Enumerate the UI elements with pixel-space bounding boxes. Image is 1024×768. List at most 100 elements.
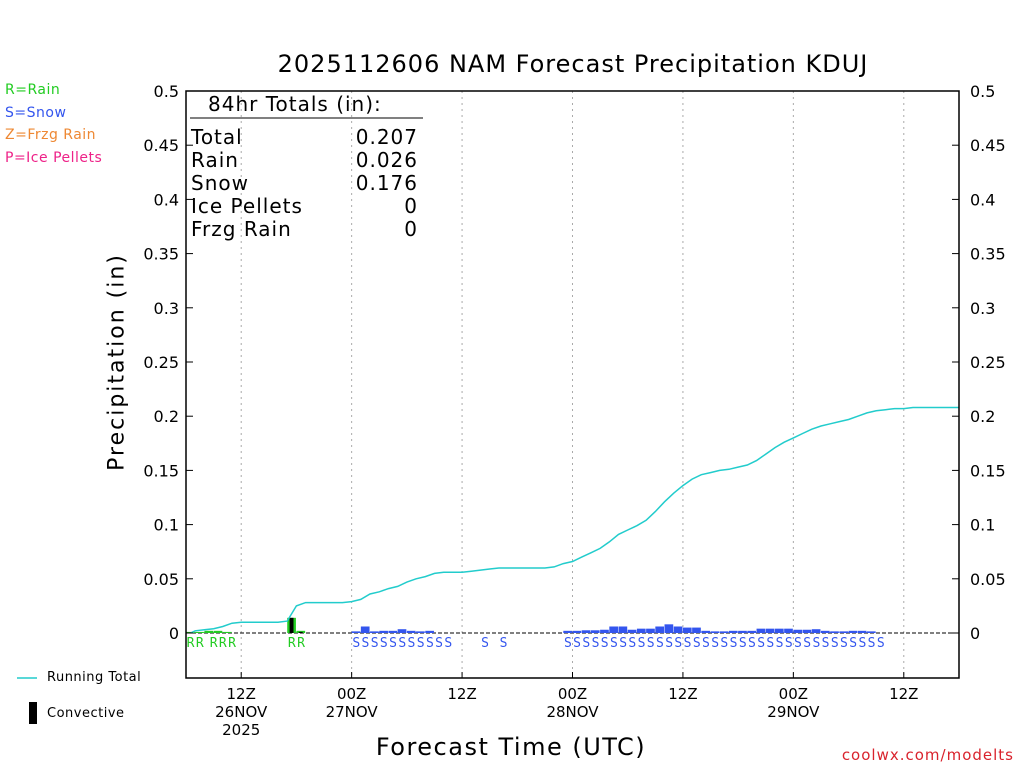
x-axis-label: Forecast Time (UTC) (375, 733, 647, 761)
precip-bar (811, 629, 821, 633)
y-tick-label-right: 0.5 (970, 82, 995, 101)
y-tick-label-left: 0.45 (143, 136, 179, 155)
precip-bar (213, 630, 223, 633)
precip-bar (618, 626, 628, 633)
convective-key-swatch (29, 702, 37, 724)
y-tick-label-right: 0.2 (970, 407, 995, 426)
precip-bar (701, 630, 711, 633)
precip-bar (195, 631, 204, 633)
y-tick-label-left: 0.05 (143, 570, 179, 589)
precip-bar (379, 630, 388, 633)
totals-value: 0.026 (356, 148, 418, 172)
bars (186, 617, 876, 633)
totals-label: Ice Pellets (191, 194, 303, 218)
chart-title: 2025112606 NAM Forecast Precipitation KD… (277, 50, 869, 78)
snow-type-mark: S (739, 636, 747, 651)
snow-type-mark: S (371, 636, 379, 651)
snow-type-mark: S (628, 636, 636, 651)
snow-type-mark: S (647, 636, 655, 651)
snow-type-mark: S (564, 636, 572, 651)
totals-value: 0.207 (356, 125, 418, 149)
precip-bar (655, 626, 665, 633)
snow-type-mark: S (417, 636, 425, 651)
y-tick-label-right: 0.1 (970, 516, 995, 535)
snow-type-mark: S (776, 636, 784, 651)
legend-snow: S=Snow (5, 105, 67, 121)
precip-bar (581, 630, 591, 633)
x-tick-label: 2025 (222, 721, 260, 739)
snow-type-mark: S (601, 636, 609, 651)
y-tick-label-right: 0.25 (970, 353, 1006, 372)
y-tick-label-right: 0.45 (970, 136, 1006, 155)
snow-type-mark: S (435, 636, 443, 651)
legend-ice-pellets: P=Ice Pellets (5, 150, 103, 166)
rain-type-mark: R (228, 636, 236, 651)
precip-bar (388, 630, 398, 633)
snow-type-mark: S (444, 636, 452, 651)
rain-type-mark: R (210, 636, 218, 651)
snow-type-mark: S (582, 636, 590, 651)
precip-bar (747, 630, 757, 633)
x-tick-label: 26NOV (215, 703, 268, 721)
snow-type-mark: S (674, 636, 682, 651)
snow-type-mark: S (711, 636, 719, 651)
totals-label: Total (190, 125, 243, 149)
snow-type-mark: S (720, 636, 728, 651)
snow-type-mark: S (619, 636, 627, 651)
y-tick-label-left: 0.35 (143, 245, 179, 264)
totals-value: 0 (404, 217, 418, 241)
precip-bar (563, 630, 572, 633)
precip-bar (664, 624, 674, 633)
snow-type-mark: S (822, 636, 830, 651)
totals-header: 84hr Totals (in): (208, 92, 382, 116)
x-tick-label: 28NOV (546, 703, 599, 721)
snow-type-mark: S (693, 636, 701, 651)
y-tick-label-left: 0.3 (154, 299, 179, 318)
snow-type-mark: S (362, 636, 370, 651)
precip-bar (839, 631, 849, 633)
snow-type-mark: S (684, 636, 692, 651)
precip-bar (756, 628, 766, 633)
precip-bar (820, 630, 830, 633)
precip-bar (719, 631, 729, 633)
precip-bar (646, 628, 655, 633)
convective-bar (298, 631, 303, 633)
x-tick-label: 27NOV (326, 703, 379, 721)
totals-label: Rain (191, 148, 239, 172)
snow-type-mark: S (757, 636, 765, 651)
precip-bar (425, 630, 434, 633)
snow-type-mark: S (868, 636, 876, 651)
precip-bar (600, 629, 609, 633)
precip-bar (682, 627, 692, 633)
snow-type-mark: S (610, 636, 618, 651)
y-tick-label-right: 0.3 (970, 299, 995, 318)
rain-type-mark: R (288, 636, 296, 651)
y-tick-label-right: 0.4 (970, 190, 995, 209)
snow-type-mark: S (831, 636, 839, 651)
precip-bar (857, 630, 867, 633)
running-total-layer (190, 406, 959, 634)
snow-type-mark: S (803, 636, 811, 651)
precip-bar (848, 630, 858, 633)
legend-rain: R=Rain (5, 82, 61, 98)
snow-type-mark: S (398, 636, 406, 651)
snow-type-mark: S (849, 636, 857, 651)
totals-label: Snow (191, 171, 249, 195)
y-tick-label-left: 0 (169, 624, 179, 643)
totals-label: Frzg Rain (191, 217, 292, 241)
snow-type-mark: S (656, 636, 664, 651)
snow-type-mark: S (408, 636, 416, 651)
x-tick-label: 00Z (779, 685, 808, 703)
x-tick-label: 12Z (447, 685, 476, 703)
x-tick-label: 12Z (889, 685, 918, 703)
snow-type-mark: S (592, 636, 600, 651)
y-tick-label-right: 0.05 (970, 570, 1006, 589)
snow-type-mark: S (877, 636, 885, 651)
precip-bar (406, 630, 416, 633)
rain-type-mark: R (187, 636, 195, 651)
snow-type-mark: S (858, 636, 866, 651)
credit-link[interactable]: coolwx.com/modelts (841, 746, 1014, 764)
precip-bar (830, 631, 839, 633)
